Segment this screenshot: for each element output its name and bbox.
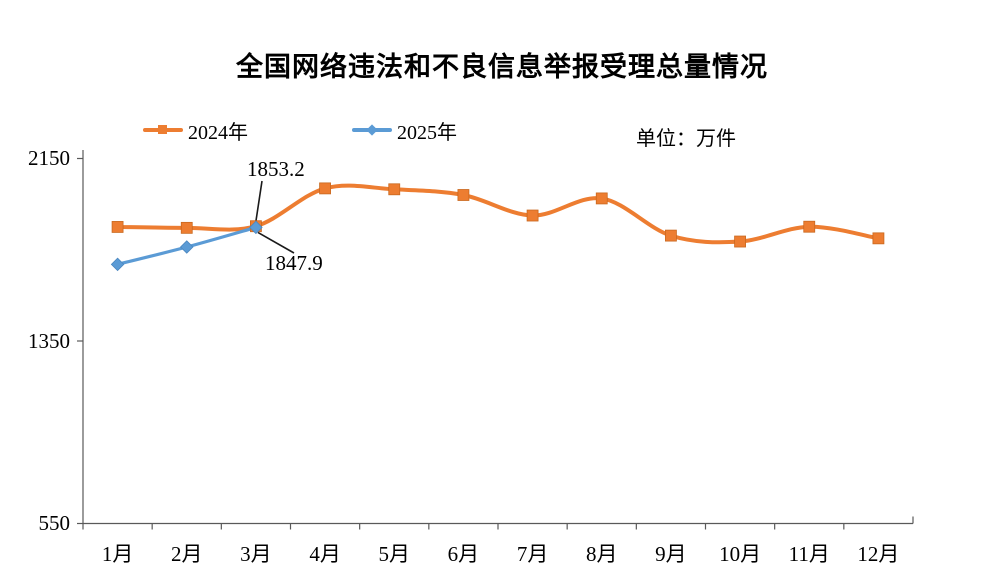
legend-diamond-marker-icon: [366, 123, 378, 136]
legend-label-2025: 2025年: [397, 121, 457, 144]
square-marker-icon: [180, 221, 193, 234]
x-tick-label: 11月: [788, 542, 830, 566]
x-tick-label: 4月: [309, 542, 341, 566]
square-marker-icon: [111, 221, 124, 233]
x-tick-label: 2月: [171, 542, 203, 566]
x-tick-label: 3月: [240, 542, 272, 566]
legend-line-icon: [143, 125, 183, 134]
x-tick-label: 1月: [101, 542, 134, 566]
square-marker-icon: [872, 232, 885, 245]
square-marker-icon: [319, 182, 331, 195]
x-tick-label: 9月: [655, 542, 687, 566]
square-marker-icon: [457, 189, 470, 201]
diamond-marker-icon: [249, 220, 263, 235]
square-marker-icon: [388, 183, 401, 196]
square-marker-icon: [803, 220, 816, 233]
square-marker-icon: [665, 229, 677, 242]
x-tick-label: 10月: [719, 542, 762, 566]
legend-item-2025: 2025年: [352, 118, 457, 144]
chart-title: 全国网络违法和不良信息举报受理总量情况: [236, 52, 768, 83]
x-tick-label: 6月: [447, 542, 480, 566]
diamond-marker-icon: [179, 240, 194, 254]
legend-label-2024: 2024年: [188, 121, 248, 144]
y-axis-tick-label: 550: [38, 511, 71, 535]
x-tick-label: 5月: [378, 542, 411, 566]
legend-square-marker-icon: [158, 125, 167, 134]
square-marker-icon: [526, 209, 539, 222]
square-marker-icon: [734, 235, 746, 248]
unit-label: 单位：万件: [636, 128, 736, 150]
y-axis-tick-label: 1350: [28, 329, 70, 353]
x-tick-label: 8月: [586, 542, 618, 566]
square-marker-icon: [595, 192, 608, 205]
diamond-marker-icon: [110, 257, 125, 272]
x-tick-label: 12月: [857, 542, 900, 566]
legend-item-2024: 2024年: [143, 118, 248, 144]
data-label-mar-2025: 1847.9: [265, 251, 323, 275]
data-label-mar-2024: 1853.2: [247, 157, 305, 181]
legend-line-icon: [352, 123, 392, 136]
x-tick-label: 7月: [516, 542, 549, 566]
y-axis-tick-label: 2150: [28, 146, 70, 170]
